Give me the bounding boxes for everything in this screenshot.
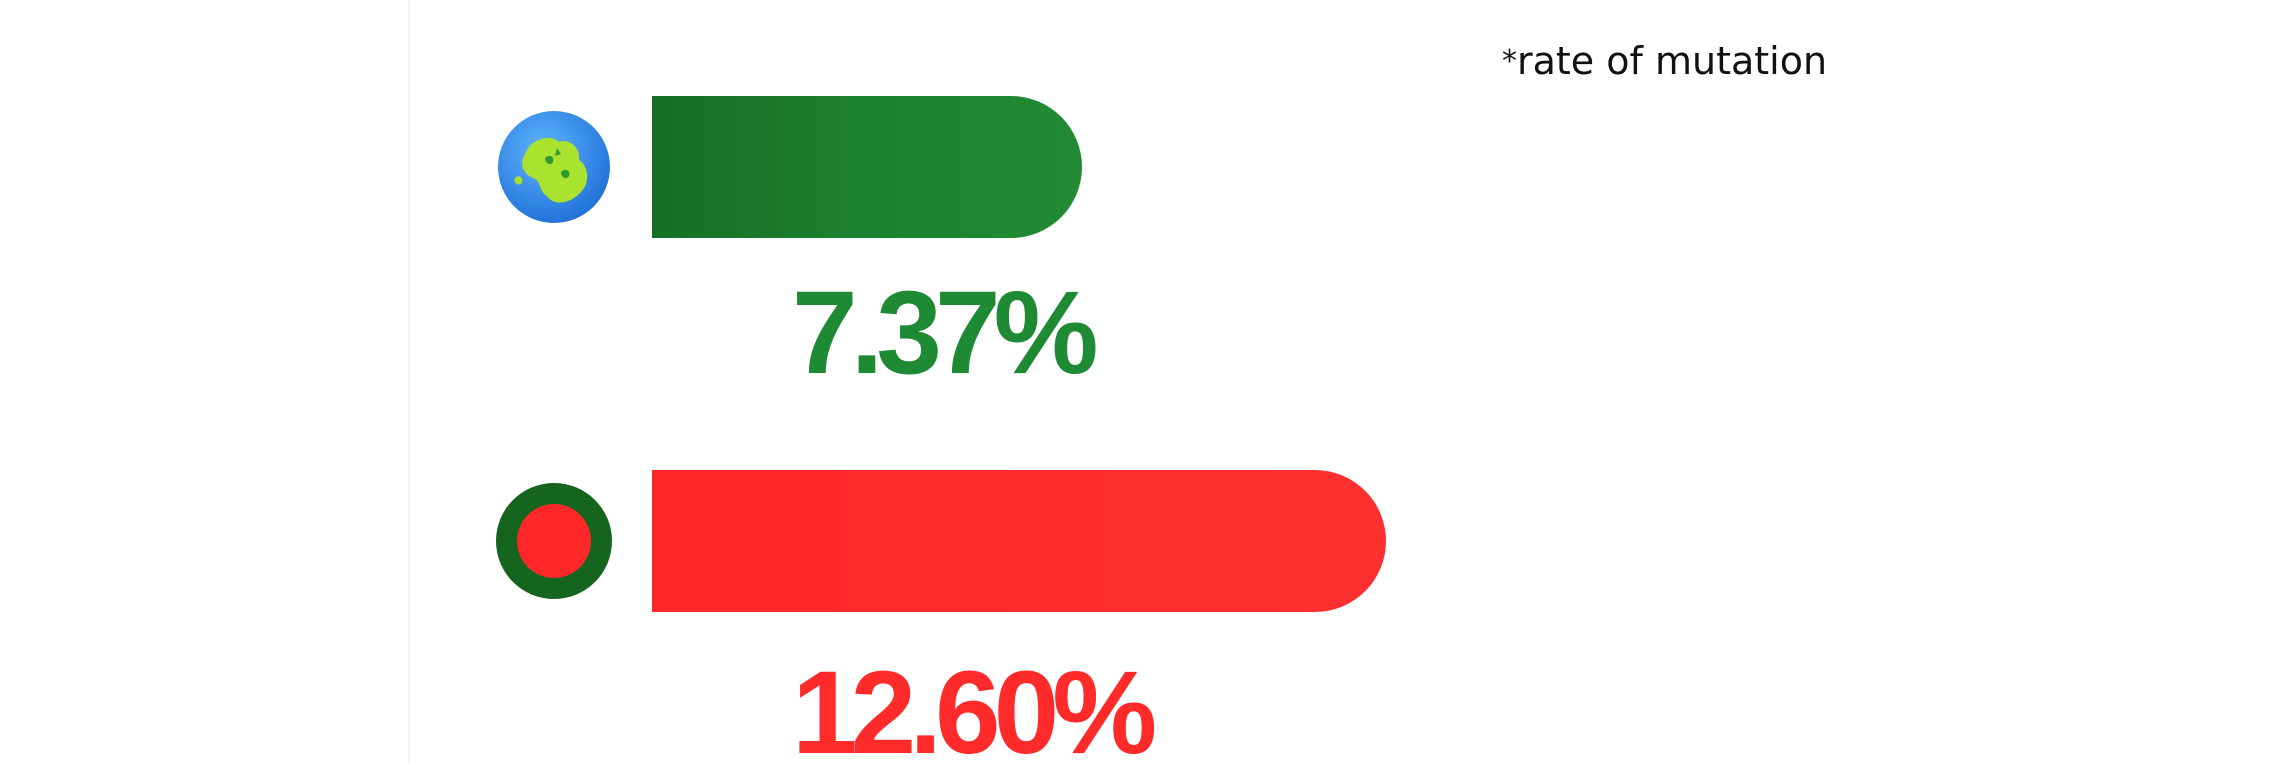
- bar-row-2: 12.60%: [0, 470, 2289, 772]
- bar-row-1: 7.37%: [0, 96, 2289, 396]
- value-label-1: 7.37%: [792, 267, 1099, 399]
- bar-1: [652, 96, 1082, 238]
- value-label-2: 12.60%: [792, 647, 1157, 779]
- bar-track-1: [652, 96, 1672, 238]
- left-divider: [408, 0, 410, 763]
- annotation-note: *rate of mutation: [1502, 42, 1827, 80]
- globe-icon: [495, 108, 613, 226]
- note-text: rate of mutation: [1517, 39, 1828, 83]
- bar-track-2: [652, 470, 1672, 612]
- red-circle-on-green-disc-icon: [495, 482, 613, 600]
- note-marker: *: [1502, 44, 1517, 79]
- bar-2: [652, 470, 1386, 612]
